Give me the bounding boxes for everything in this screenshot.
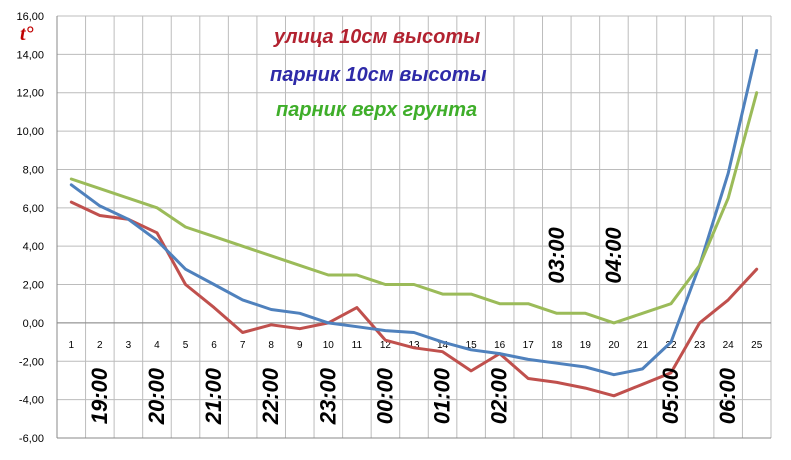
y-tick-label: 6,00 (23, 203, 44, 215)
y-tick-label: 0,00 (23, 318, 44, 330)
x-tick-label: 14 (437, 340, 449, 351)
x-tick-label: 24 (723, 340, 735, 351)
gridlines (57, 15, 771, 439)
y-tick-label: 10,00 (16, 126, 44, 138)
x-tick-label: 10 (323, 340, 335, 351)
x-tick-label: 12 (380, 340, 392, 351)
x-tick-label: 18 (551, 340, 563, 351)
time-label: 19:00 (87, 367, 112, 424)
time-label: 03:00 (544, 227, 569, 284)
time-label: 23:00 (315, 367, 340, 425)
x-tick-label: 23 (694, 340, 706, 351)
x-tick-label: 20 (608, 340, 620, 351)
x-tick-label: 2 (97, 340, 103, 351)
x-tick-label: 4 (154, 340, 160, 351)
time-label: 20:00 (144, 367, 169, 425)
y-tick-label: 16,00 (16, 11, 44, 23)
x-tick-label: 17 (523, 340, 535, 351)
y-tick-label: 4,00 (23, 241, 44, 253)
time-label: 22:00 (258, 367, 283, 425)
x-tick-label: 19 (580, 340, 592, 351)
legend-entry-greenhouse-soil: парник верх грунта (276, 99, 477, 121)
y-tick-label: -2,00 (19, 356, 44, 368)
y-tick-label: -6,00 (19, 433, 44, 445)
y-tick-label: 8,00 (23, 164, 44, 176)
x-tick-label: 21 (637, 340, 649, 351)
x-tick-label: 7 (240, 340, 246, 351)
x-tick-label: 15 (466, 340, 478, 351)
x-tick-label: 1 (68, 340, 74, 351)
time-labels: 19:00 20:00 21:00 22:00 23:00 00:00 01:00 02:00… (87, 227, 740, 426)
series-line-1 (69, 200, 759, 398)
time-label: 04:00 (601, 227, 626, 284)
legend: улица 10см высоты парник 10см высоты пар… (270, 26, 487, 121)
y-tick-label: 2,00 (23, 280, 44, 292)
series-line-2 (69, 49, 759, 377)
x-tick-label: 16 (494, 340, 506, 351)
y-tick-label: 14,00 (16, 49, 44, 61)
y-tick-label: -4,00 (19, 395, 44, 407)
x-tick-label: 22 (665, 340, 677, 351)
legend-entry-street: улица 10см высоты (273, 26, 480, 48)
series-line-3 (69, 91, 759, 325)
x-tick-label: 9 (297, 340, 303, 351)
time-label: 05:00 (658, 367, 683, 424)
x-tick-label: 11 (352, 340, 363, 351)
y-axis-label: t° (20, 23, 34, 45)
series-lines (69, 49, 759, 398)
time-label: 21:00 (201, 367, 226, 425)
x-tick-label: 8 (268, 340, 274, 351)
y-tick-label: 12,00 (16, 88, 44, 100)
time-label: 00:00 (372, 367, 397, 424)
time-label: 02:00 (487, 367, 512, 424)
legend-entry-greenhouse-10cm: парник 10см высоты (270, 64, 487, 86)
x-tick-label: 25 (751, 340, 763, 351)
x-tick-labels: 1 2 3 4 5 6 7 8 9 10 11 12 13 14 15 16 17 18 19 20 21 22 23 24 2… (68, 340, 762, 351)
x-tick-label: 6 (211, 340, 217, 351)
time-label: 01:00 (430, 367, 455, 424)
axes (56, 16, 772, 439)
x-tick-label: 5 (183, 340, 189, 351)
y-tick-labels: -6,00 -4,00 -2,00 0,00 2,00 4,00 6,00 8,00 10,00… (16, 11, 44, 445)
time-label: 06:00 (715, 367, 740, 424)
x-tick-label: 3 (126, 340, 132, 351)
x-tick-label: 13 (408, 340, 420, 351)
